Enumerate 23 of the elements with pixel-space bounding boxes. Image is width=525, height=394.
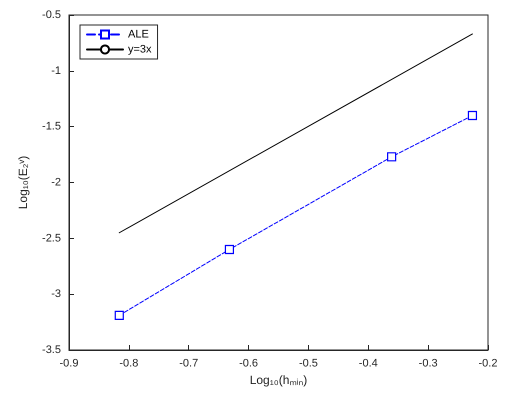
y-tick-label: -2.5 xyxy=(42,232,61,244)
x-tick-label: -0.5 xyxy=(298,358,318,370)
x-tick-label: -0.6 xyxy=(239,358,258,370)
point xyxy=(387,152,396,162)
y-tick-label: -1.5 xyxy=(42,120,61,133)
y-axis-title: Log₁₀(E₂ᵛ) xyxy=(16,156,30,210)
y-tick-label: -0.5 xyxy=(42,9,61,21)
point xyxy=(224,244,234,254)
legend-label: y=3x xyxy=(128,44,152,56)
point xyxy=(114,310,124,320)
y-tick-label: -1 xyxy=(51,64,61,77)
x-tick-label: -0.9 xyxy=(60,358,78,370)
y-tick-label: -2 xyxy=(51,176,61,188)
legend-label: ALE xyxy=(128,28,149,40)
y-tick-label: -3 xyxy=(51,288,61,300)
point xyxy=(468,110,478,120)
x-tick-label: -0.7 xyxy=(179,358,198,370)
y-tick-label: -3.5 xyxy=(42,344,61,356)
x-tick-label: -0.3 xyxy=(418,358,438,370)
x-tick-label: -0.8 xyxy=(119,358,138,370)
x-tick-label: -0.2 xyxy=(478,358,498,370)
x-tick-label: -0.4 xyxy=(358,358,378,370)
x-axis-title: Log₁₀(hₘᵢₙ) xyxy=(250,372,308,387)
